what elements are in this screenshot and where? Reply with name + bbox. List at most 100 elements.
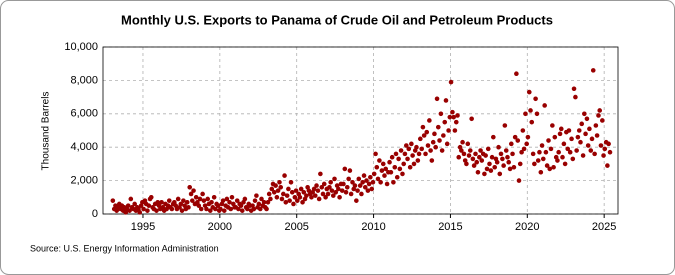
data-point [313, 193, 318, 198]
data-point [301, 189, 307, 195]
data-point [471, 163, 477, 168]
data-point [204, 206, 209, 212]
x-tick-label: 2020 [515, 221, 539, 233]
data-point [526, 89, 532, 95]
data-point [201, 198, 207, 203]
data-point [141, 206, 146, 212]
data-point [295, 198, 300, 203]
data-point [567, 149, 573, 155]
data-point [159, 200, 164, 205]
data-point [229, 195, 235, 200]
data-point [427, 118, 432, 123]
data-point [500, 156, 505, 162]
data-point [148, 195, 154, 200]
data-point [265, 200, 271, 205]
data-point [282, 173, 287, 178]
data-point [205, 196, 210, 202]
data-point [392, 164, 398, 170]
data-point [485, 146, 491, 152]
data-point [316, 196, 322, 202]
data-point [269, 186, 275, 192]
data-point [441, 133, 446, 138]
data-point [460, 139, 465, 145]
data-point [341, 181, 346, 187]
data-point [560, 154, 565, 160]
data-point [459, 148, 464, 153]
data-point [314, 183, 319, 188]
data-point [575, 134, 581, 140]
data-point [538, 169, 544, 175]
data-point [405, 156, 410, 162]
data-point [388, 169, 394, 175]
data-point [333, 189, 339, 195]
data-point [555, 158, 560, 163]
data-point [598, 143, 604, 148]
data-point [242, 196, 248, 202]
data-point [375, 176, 381, 182]
data-point [517, 161, 523, 167]
data-point [432, 131, 437, 137]
data-point [298, 186, 304, 192]
data-point [227, 200, 232, 205]
data-point [393, 151, 399, 157]
data-point [328, 179, 333, 185]
data-point [483, 153, 488, 158]
data-point [557, 131, 563, 137]
data-point [200, 191, 205, 197]
y-tick-label: 0 [92, 208, 98, 220]
data-point [605, 163, 610, 168]
data-point [273, 183, 278, 188]
data-point [469, 116, 474, 122]
data-point [297, 195, 303, 200]
data-point [601, 153, 606, 158]
data-point [254, 193, 259, 198]
data-point [175, 196, 181, 202]
data-point [188, 191, 194, 197]
chart-title: Monthly U.S. Exports to Panama of Crude … [121, 12, 553, 27]
data-point [344, 184, 350, 190]
data-point [362, 184, 368, 190]
data-point [558, 126, 564, 132]
data-point [600, 118, 605, 123]
data-point [548, 146, 554, 152]
data-point [224, 196, 230, 202]
data-point [380, 161, 386, 167]
data-point [397, 166, 403, 172]
data-point [494, 159, 500, 165]
data-point [453, 119, 459, 125]
data-point [523, 111, 528, 117]
data-point [477, 154, 482, 160]
data-point [394, 174, 400, 180]
data-point [593, 123, 599, 128]
data-point [196, 203, 202, 208]
data-point [261, 200, 267, 205]
data-point [300, 200, 305, 205]
data-point [529, 119, 535, 125]
data-point [352, 183, 358, 188]
data-point [293, 188, 299, 193]
data-point [528, 108, 533, 113]
data-point [439, 148, 445, 153]
data-point [350, 179, 355, 185]
data-point [525, 134, 531, 140]
data-point [434, 96, 440, 102]
data-point [329, 188, 335, 193]
data-point [330, 193, 336, 198]
data-point [420, 124, 426, 130]
data-point [184, 200, 190, 205]
data-point [446, 128, 451, 133]
data-point [573, 94, 578, 100]
data-point [416, 151, 422, 157]
data-point [583, 131, 588, 137]
data-point [218, 206, 223, 212]
data-point [435, 124, 441, 130]
data-point [228, 206, 234, 212]
data-point [556, 149, 561, 155]
data-point [606, 141, 611, 147]
data-point [198, 206, 204, 212]
data-point [284, 193, 290, 198]
data-point [550, 123, 555, 128]
data-point [383, 166, 389, 172]
data-point [474, 159, 480, 165]
data-point [491, 134, 496, 140]
